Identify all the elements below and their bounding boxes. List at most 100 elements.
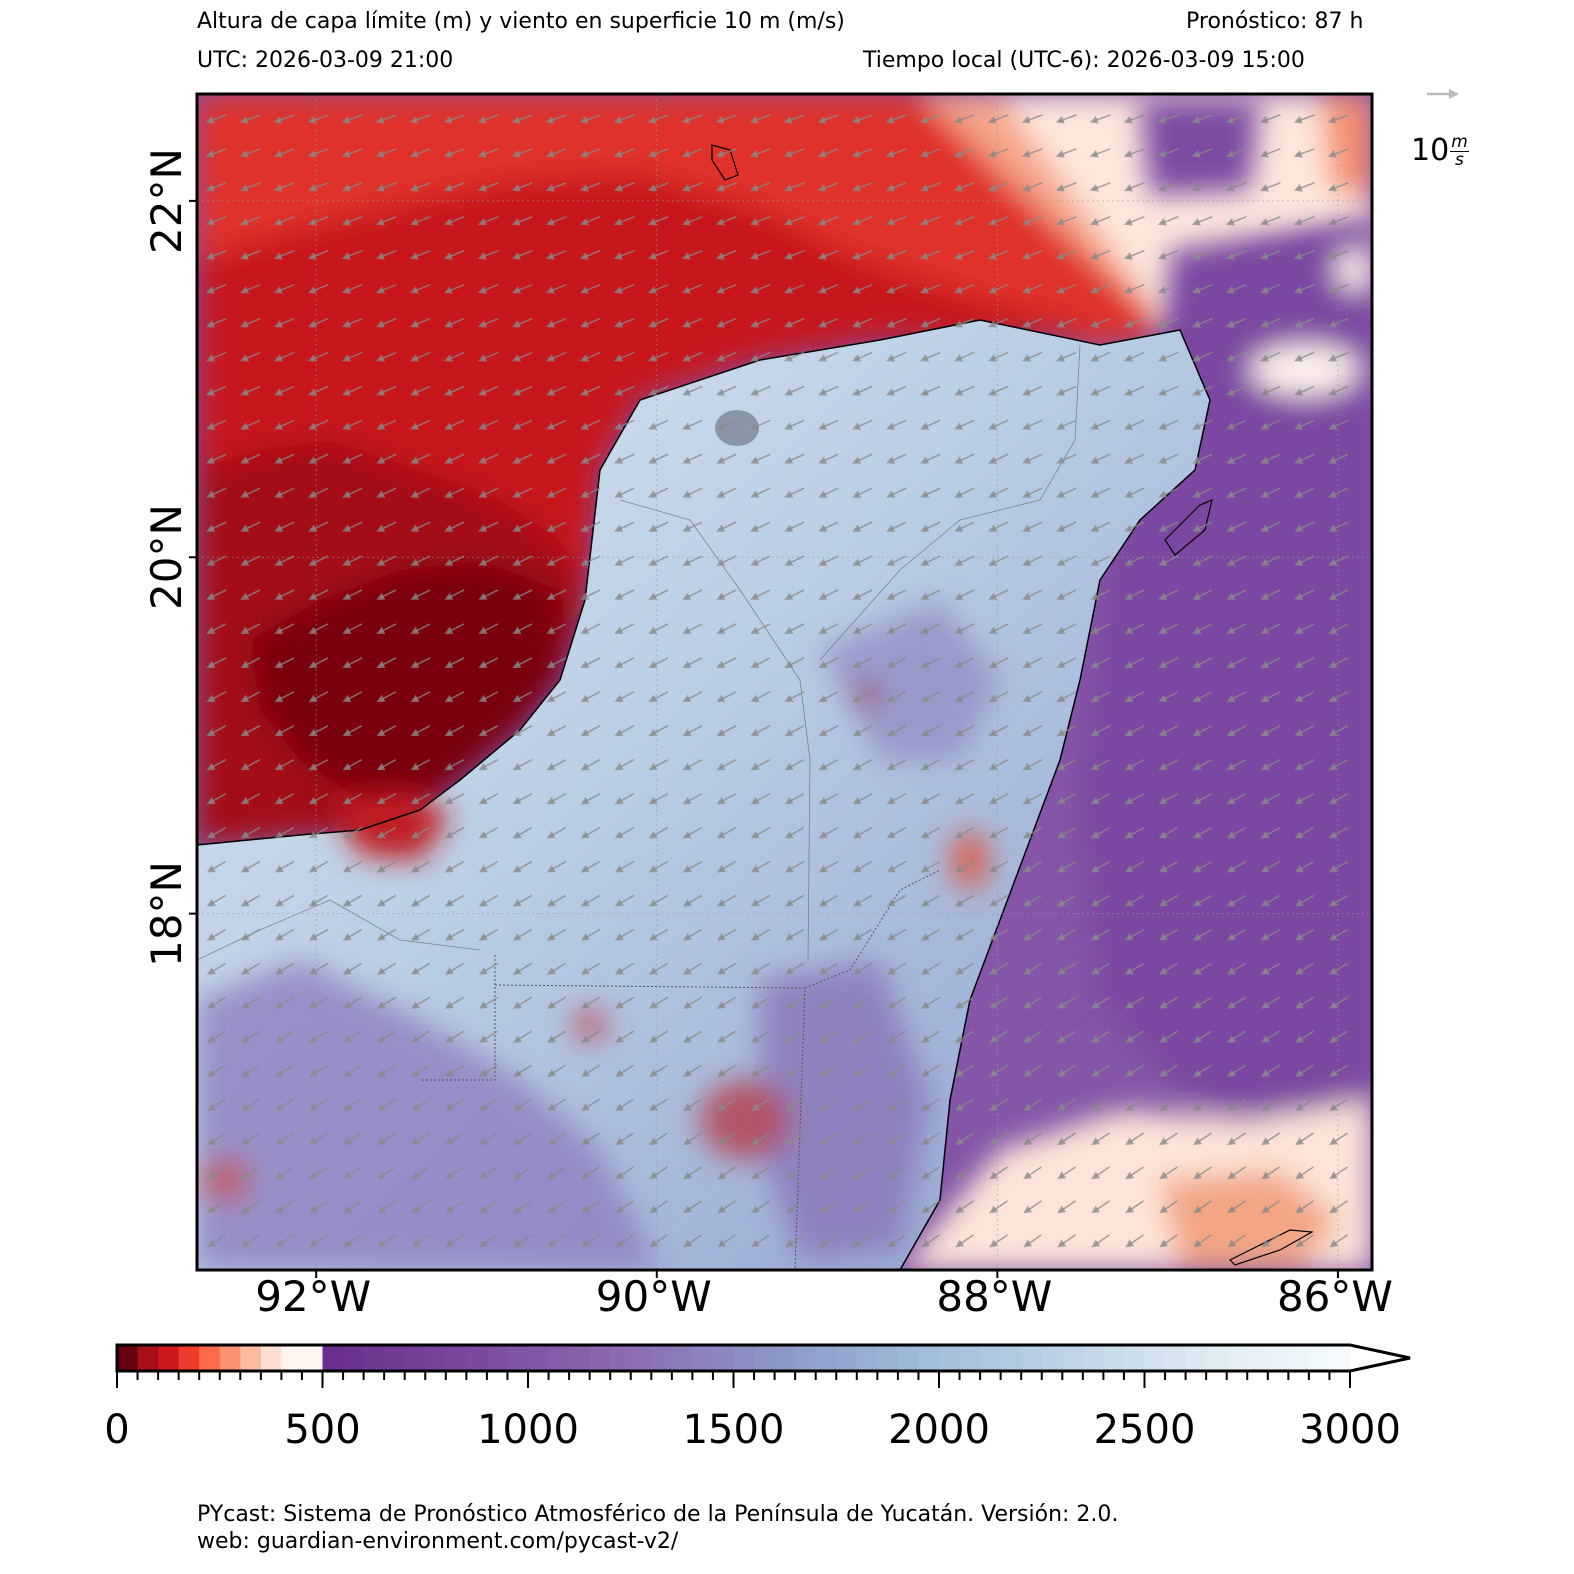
- wind-vector: [1191, 148, 1213, 158]
- wind-vector: [308, 453, 329, 464]
- wind-vector: [648, 521, 669, 532]
- wind-vector: [1089, 283, 1111, 294]
- wind-vector: [647, 148, 669, 158]
- wind-vector: [241, 1132, 260, 1146]
- colorbar-cell: [486, 1345, 509, 1371]
- colorbar-cell: [1041, 1345, 1063, 1371]
- wind-vector: [341, 148, 363, 158]
- wind-vector: [1158, 623, 1179, 634]
- wind-vector: [886, 860, 907, 873]
- wind-vector: [240, 657, 261, 668]
- wind-vector: [1227, 1132, 1246, 1146]
- wind-vector: [852, 894, 873, 907]
- wind-vector: [1055, 148, 1077, 158]
- wind-vector: [717, 1234, 736, 1248]
- wind-vector: [206, 1030, 227, 1043]
- wind-vector: [309, 1132, 328, 1146]
- wind-vector: [547, 1132, 566, 1146]
- wind-vector: [920, 928, 941, 941]
- wind-vector: [512, 962, 533, 975]
- wind-vector: [1329, 1234, 1348, 1248]
- wind-vector: [479, 1200, 498, 1214]
- wind-vector: [1329, 1098, 1348, 1112]
- wind-vector: [376, 623, 397, 634]
- wind-vector: [614, 792, 635, 805]
- state-boundaries: [197, 344, 1081, 961]
- wind-vector: [342, 623, 363, 634]
- wind-vector: [1125, 1200, 1144, 1214]
- wind-vector: [1057, 1166, 1076, 1180]
- wind-vector: [1225, 182, 1247, 192]
- wind-vector: [343, 1132, 362, 1146]
- wind-vector: [545, 249, 567, 260]
- wind-vector: [647, 283, 669, 294]
- wind-vector: [1124, 962, 1145, 975]
- wind-vector: [1022, 928, 1043, 941]
- wind-vector: [886, 453, 907, 464]
- wind-vector: [445, 1166, 464, 1180]
- wind-vector: [648, 996, 669, 1009]
- wind-vector: [240, 351, 261, 362]
- wind-vector: [784, 521, 805, 532]
- wind-vector: [988, 521, 1009, 532]
- wind-vector: [1226, 555, 1247, 566]
- wind-vector: [479, 1098, 498, 1112]
- wind-vector: [1193, 1132, 1212, 1146]
- colorbar-cell: [918, 1345, 940, 1371]
- wind-vector: [682, 419, 703, 430]
- wind-vector: [818, 487, 839, 498]
- wind-vector: [818, 725, 839, 737]
- merida-area: [715, 410, 759, 446]
- wind-vector: [376, 351, 397, 362]
- wind-vector: [1193, 1200, 1212, 1214]
- wind-vector: [1327, 249, 1349, 260]
- wind-vector: [750, 996, 771, 1009]
- wind-vector: [240, 962, 261, 975]
- wind-vector: [953, 215, 975, 226]
- wind-vector: [648, 758, 669, 771]
- wind-vector: [682, 792, 703, 805]
- wind-vector: [478, 996, 499, 1009]
- wind-vector: [648, 589, 669, 600]
- colorbar-cell: [939, 1345, 961, 1371]
- wind-vector: [308, 589, 329, 600]
- wind-vector: [1328, 1030, 1349, 1043]
- wind-vector: [1055, 114, 1077, 124]
- wind-vector: [307, 148, 329, 158]
- wind-vector: [546, 928, 567, 941]
- wind-vector: [274, 589, 295, 600]
- wind-vector: [851, 114, 873, 124]
- wind-vector: [308, 385, 329, 396]
- wind-vector: [308, 725, 329, 737]
- wind-vector: [682, 657, 703, 668]
- wind-vector: [1022, 962, 1043, 975]
- wind-vector: [1260, 385, 1281, 396]
- wind-vector: [920, 589, 941, 600]
- wind-vector: [920, 826, 941, 839]
- wind-vector: [512, 792, 533, 805]
- wind-vector: [478, 860, 499, 873]
- wind-vector: [443, 148, 465, 158]
- wind-vector: [818, 792, 839, 805]
- wind-vector: [886, 385, 907, 396]
- wind-vector: [1192, 589, 1213, 600]
- wind-vector: [1192, 691, 1213, 703]
- wind-vector: [614, 419, 635, 430]
- wind-vector: [920, 351, 941, 362]
- wind-vector: [580, 487, 601, 498]
- wind-vector: [1327, 182, 1349, 192]
- wind-vector: [784, 996, 805, 1009]
- wind-vector: [750, 317, 771, 328]
- wind-vector: [750, 555, 771, 566]
- wind-vector: [921, 1064, 941, 1077]
- wind-vector: [1226, 725, 1247, 737]
- wind-vector: [375, 249, 397, 260]
- wind-vector: [1090, 419, 1111, 430]
- wind-vector: [512, 657, 533, 668]
- wind-ref-unit-den: s: [1455, 150, 1464, 170]
- wind-vector: [240, 928, 261, 941]
- wind-vector: [274, 962, 295, 975]
- wind-vector: [886, 826, 907, 839]
- wind-vector: [206, 826, 227, 839]
- wind-vector: [716, 453, 737, 464]
